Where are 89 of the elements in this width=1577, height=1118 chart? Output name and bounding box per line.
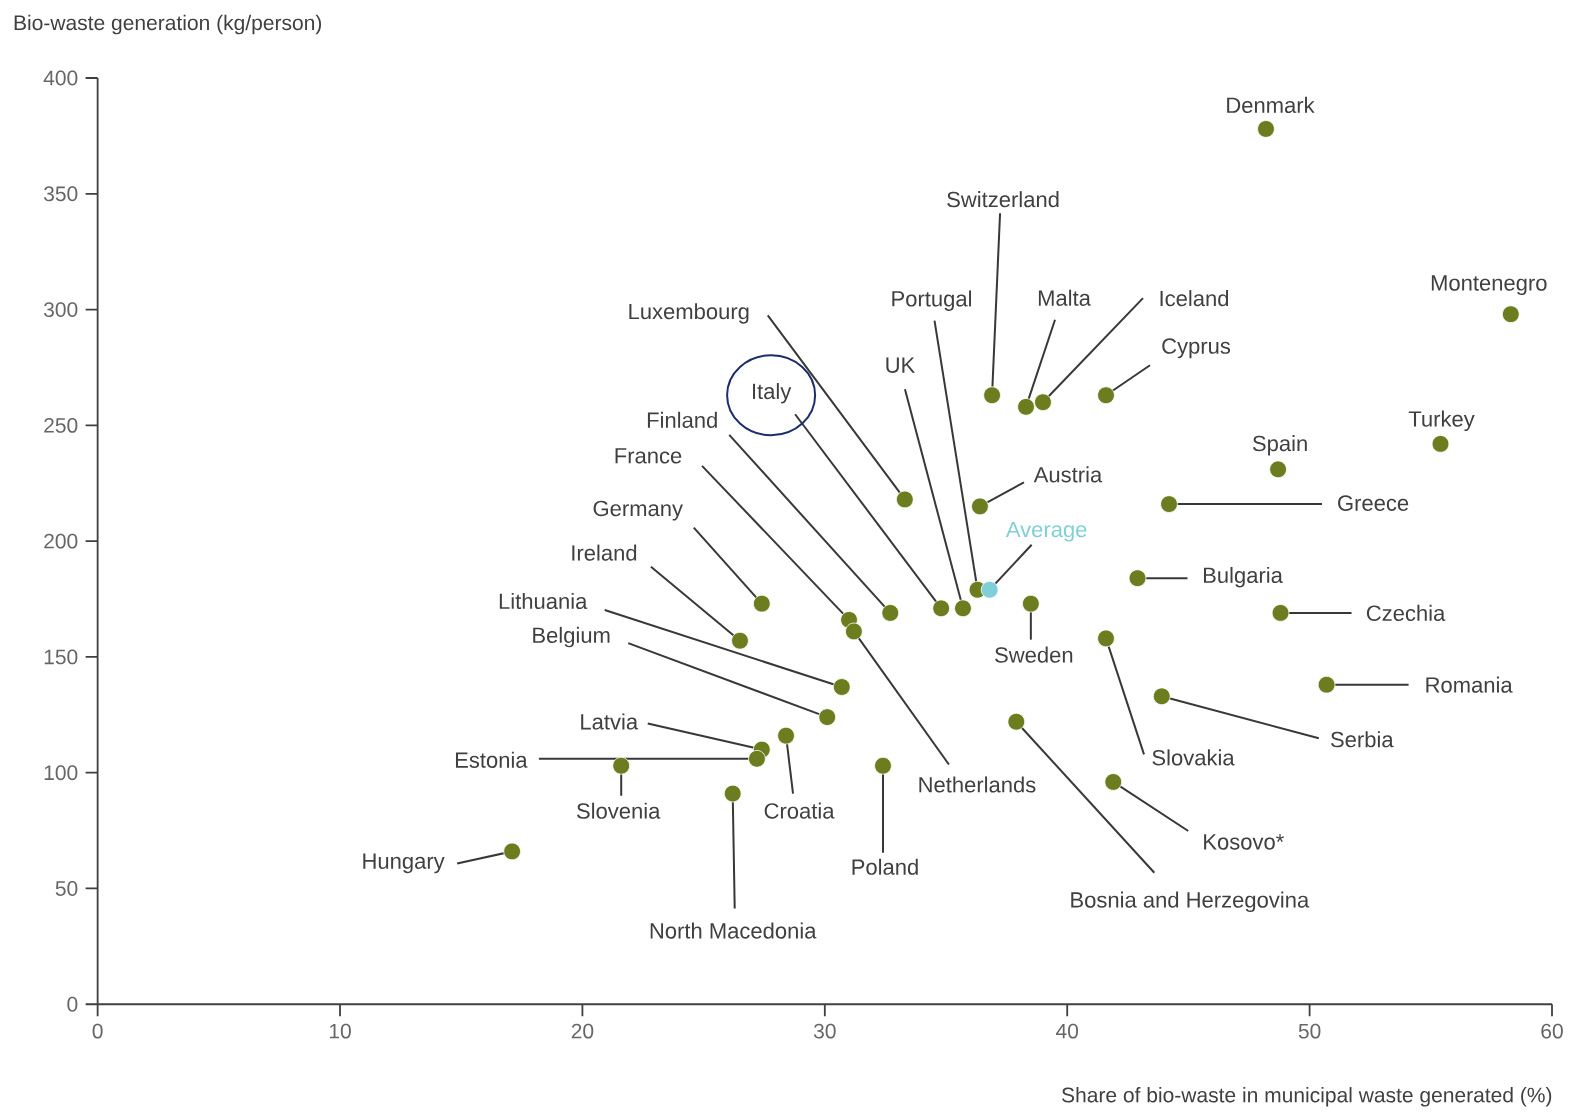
point (881, 603, 900, 622)
annotation: Austria (1033, 466, 1103, 483)
point (1317, 675, 1336, 694)
y-axis-title: Bio-waste generation (kg/person) (14, 14, 322, 35)
point (983, 386, 1001, 404)
y-tick-label: 300 (43, 302, 78, 317)
annotation: Switzerland (947, 190, 1059, 208)
annotation: Germany (593, 500, 683, 521)
annotation: Portugal (892, 290, 971, 311)
annotation: Greece (1338, 495, 1409, 511)
y-tick-label: 150 (44, 649, 78, 665)
point (932, 599, 950, 617)
point (832, 678, 851, 696)
point (503, 842, 521, 861)
annotation: France (615, 448, 682, 464)
annotation: Turkey (1408, 410, 1475, 431)
annotation: Czechia (1366, 604, 1446, 621)
point (748, 749, 766, 768)
x-tick-label: 30 (813, 1023, 836, 1039)
annotation: Bulgaria (1203, 566, 1283, 588)
annotation: Cyprus (1162, 338, 1231, 359)
annotation: Slovakia (1152, 749, 1235, 766)
y-tick-label: 400 (43, 70, 78, 86)
point (845, 622, 863, 641)
point (1431, 434, 1450, 453)
annotation: Montenegro (1431, 275, 1547, 295)
annotation: Netherlands (919, 776, 1036, 793)
annotation: UK (886, 357, 916, 373)
point (971, 497, 989, 516)
annotation: Iceland (1160, 289, 1229, 307)
point (1269, 460, 1287, 479)
point (1128, 569, 1147, 587)
annotation: Romania (1426, 676, 1513, 693)
point (1257, 120, 1275, 138)
annotation: Denmark (1227, 96, 1315, 113)
point (818, 708, 837, 726)
annotation: Italy (752, 382, 792, 404)
point (1271, 603, 1290, 622)
annotation: Belgium (533, 626, 610, 648)
point (954, 599, 972, 617)
annotation: Bosnia and Herzegovina (1071, 891, 1310, 912)
point (777, 726, 795, 745)
point (874, 756, 892, 775)
annotation: Ireland (572, 544, 637, 561)
x-tick-label: 40 (1056, 1023, 1079, 1039)
annotation: Croatia (764, 802, 835, 819)
x-tick-label: 20 (571, 1023, 594, 1039)
point (1104, 773, 1123, 791)
y-tick-label: 0 (67, 996, 78, 1012)
annotation: Luxembourg (629, 303, 749, 324)
point (1022, 594, 1040, 613)
point (1097, 629, 1115, 648)
point (723, 784, 742, 803)
x-tick-label: 50 (1298, 1023, 1321, 1039)
point (896, 490, 914, 509)
point (1034, 393, 1052, 411)
x-tick-label: 10 (329, 1023, 351, 1039)
point (1152, 687, 1171, 705)
point (1007, 712, 1026, 731)
annotation: Poland (852, 858, 918, 875)
annotation: North Macedonia (650, 922, 817, 939)
point (1501, 305, 1520, 323)
y-tick-label: 200 (44, 533, 78, 549)
point (1017, 397, 1035, 416)
y-tick-label: 350 (43, 186, 78, 202)
x-tick-label: 0 (92, 1023, 103, 1039)
annotation: Estonia (455, 751, 528, 768)
annotation: Kosovo* (1204, 834, 1284, 850)
point (612, 756, 631, 775)
x-tick-label: 60 (1541, 1023, 1563, 1039)
annotation: Hungary (363, 853, 445, 874)
annotation: Malta (1038, 289, 1091, 306)
y-tick-label: 100 (44, 765, 78, 780)
point (1097, 386, 1115, 404)
y-tick-label: 250 (44, 417, 78, 433)
annotation: Sweden (995, 646, 1073, 663)
y-tick-label: 50 (55, 880, 78, 896)
series-label: Average (1005, 521, 1087, 542)
point (980, 580, 999, 599)
point (1160, 495, 1178, 513)
annotation: Finland (647, 411, 717, 428)
annotation: Slovenia (576, 802, 661, 819)
x-axis-title: Share of bio-waste in municipal waste generated (%) (1062, 1086, 1552, 1107)
point (731, 631, 749, 650)
annotation: Serbia (1330, 731, 1394, 748)
annotation: Latvia (581, 713, 639, 730)
annotation: Lithuania (499, 592, 588, 609)
annotation: Spain (1252, 434, 1307, 456)
point (752, 594, 771, 613)
